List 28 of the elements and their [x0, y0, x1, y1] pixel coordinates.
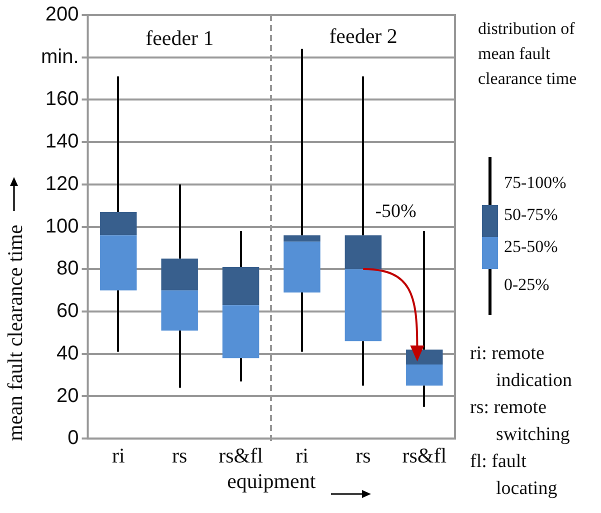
text: 25-50%: [504, 236, 558, 258]
y-tick-label: 200: [45, 4, 79, 26]
text: 50-75%: [504, 204, 558, 226]
x-tick-label: ri: [112, 444, 125, 468]
y-tick-label: 160: [45, 88, 79, 110]
y-tick-label: 100: [45, 215, 79, 238]
x-tick-label: rs: [356, 444, 371, 468]
x-tick-label: rs: [172, 444, 188, 468]
x-tick-label: rs&fl: [402, 444, 447, 468]
y-tick-label: min.: [40, 46, 79, 68]
y-tick-label: 0: [68, 427, 79, 450]
text: 0-25%: [504, 274, 550, 296]
y-tick-label: 120: [45, 172, 79, 195]
x-tick-label: ri: [296, 444, 309, 468]
text: distribution of mean fault clearance time: [478, 18, 578, 90]
x-tick-label: rs&fl: [218, 444, 264, 468]
y-tick-label: 20: [56, 384, 79, 407]
text: 75-100%: [504, 172, 566, 194]
y-tick-label: 40: [56, 342, 79, 364]
y-tick-label: 140: [45, 130, 79, 153]
y-tick-label: 80: [56, 258, 79, 280]
y-axis-title: mean fault clearance time: [3, 224, 27, 441]
annotation: feeder 1: [146, 26, 214, 50]
y-tick-label: 60: [56, 300, 79, 322]
x-axis-title: equipment: [227, 468, 316, 493]
annotation: feeder 2: [329, 24, 398, 48]
text: fl: fault locating: [470, 450, 558, 501]
annotation: -50%: [373, 201, 418, 224]
